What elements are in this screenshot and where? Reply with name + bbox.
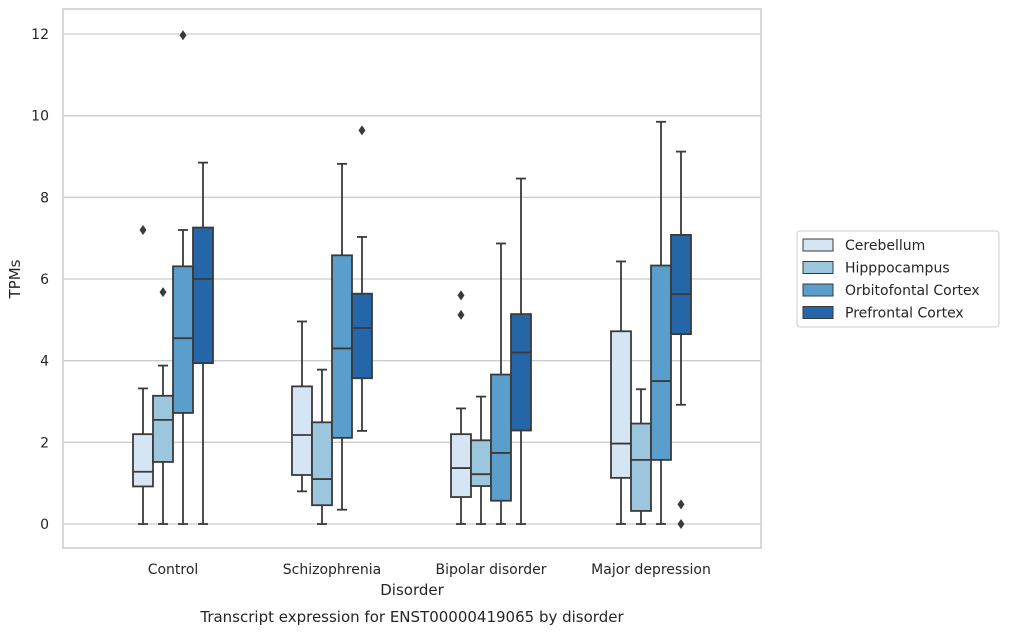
legend-swatch [802, 261, 834, 274]
y-tick-label: 2 [40, 435, 49, 451]
iqr-box [510, 313, 532, 432]
box-2-0 [172, 30, 194, 525]
x-axis-label: Disorder [380, 581, 444, 599]
iqr-box [450, 433, 472, 498]
y-axis-label: TPMs [6, 259, 24, 299]
outlier-point [677, 519, 685, 529]
iqr-box [351, 292, 373, 380]
y-tick-label: 4 [40, 354, 49, 370]
legend-swatch [802, 306, 834, 319]
legend-label: Orbitofontal Cortex [845, 283, 980, 299]
legend-swatch [802, 238, 834, 252]
y-tick-label: 8 [40, 190, 49, 206]
box-2-2 [490, 242, 512, 525]
iqr-box [610, 330, 632, 479]
legend: Cerebellum Hipppocampus Orbitofontal Corte… [796, 230, 1000, 328]
outlier-point [457, 290, 465, 301]
x-tick-label: Bipolar disorder [435, 562, 546, 578]
outlier-point [457, 309, 465, 320]
x-tick-labels: Control Schizophrenia Bipolar disorder Majo… [148, 562, 711, 578]
iqr-box [172, 265, 194, 414]
y-tick-label: 12 [31, 27, 49, 43]
box-3-3 [670, 150, 692, 529]
iqr-box [630, 422, 652, 512]
plot-frame [62, 8, 762, 549]
iqr-box [670, 233, 692, 336]
x-tick-label: Schizophrenia [283, 562, 381, 578]
y-tick-label: 0 [40, 517, 49, 533]
y-tick-label: 6 [40, 272, 49, 288]
legend-label: Hipppocampus [845, 261, 950, 277]
outlier-point [179, 30, 187, 41]
box-3-0 [192, 161, 214, 525]
y-tick-label: 10 [31, 109, 49, 125]
box-2-3 [650, 120, 672, 525]
box-3-1 [351, 125, 373, 432]
iqr-box [192, 226, 214, 365]
iqr-box [311, 421, 333, 507]
iqr-box [490, 373, 512, 502]
box-0-0 [132, 225, 154, 525]
iqr-box [132, 433, 154, 488]
legend-label: Cerebellum [845, 238, 925, 254]
iqr-box [650, 264, 672, 461]
outlier-point [677, 499, 685, 510]
box-0-3 [610, 260, 632, 525]
box-1-3 [630, 388, 652, 525]
outlier-point [358, 125, 366, 136]
legend-swatch [802, 283, 834, 297]
x-tick-label: Major depression [591, 562, 711, 578]
box-3-2 [510, 177, 532, 525]
iqr-box [291, 385, 313, 476]
iqr-box [331, 254, 353, 439]
chart-caption: Transcript expression for ENST0000041906… [199, 608, 624, 626]
x-tick-label: Control [148, 562, 199, 578]
box-groups [132, 30, 692, 529]
outlier-point [139, 225, 147, 235]
iqr-box [470, 439, 492, 487]
iqr-box [152, 394, 174, 463]
y-tick-labels: 0 2 4 6 8 10 12 [31, 27, 49, 533]
box-1-0 [152, 287, 174, 525]
legend-frame [796, 230, 1000, 328]
legend-label: Prefrontal Cortex [845, 306, 964, 322]
outlier-point [159, 287, 167, 298]
box-1-1 [311, 368, 333, 525]
